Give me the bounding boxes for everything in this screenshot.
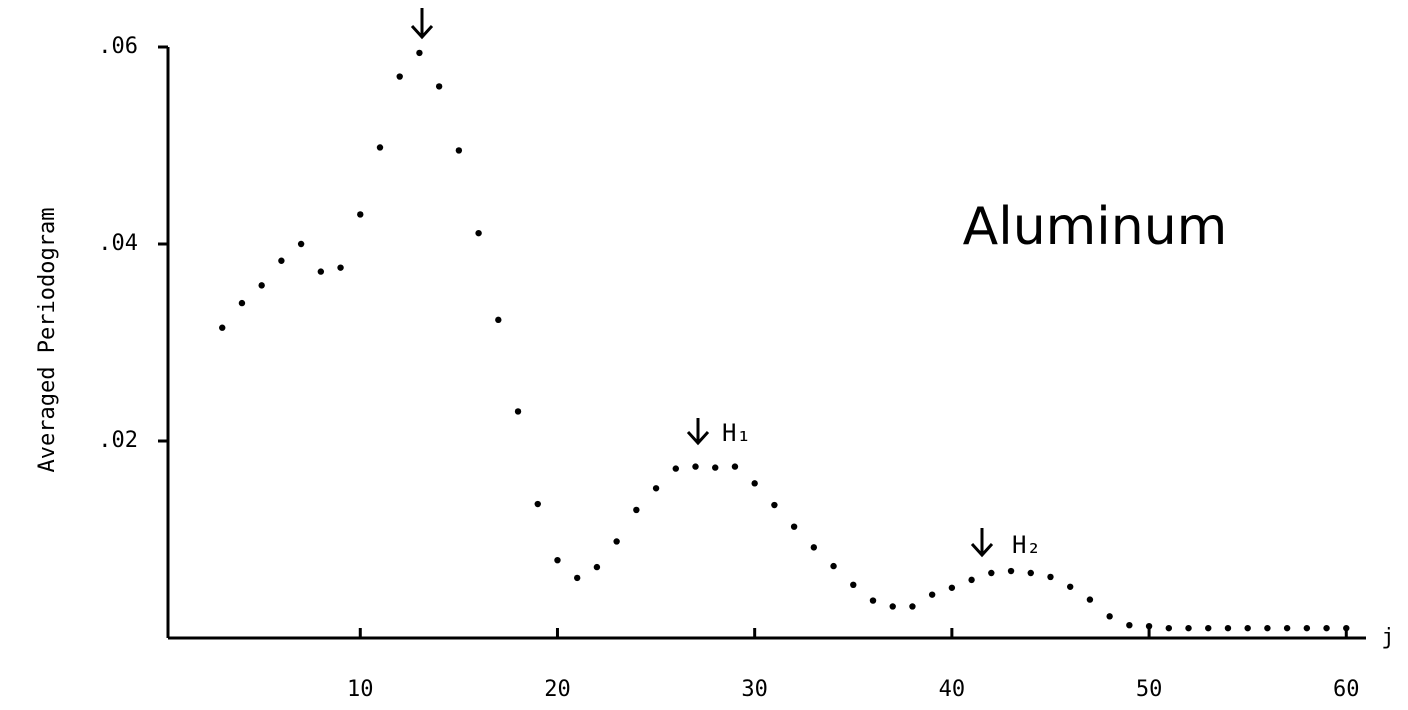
point <box>455 147 463 154</box>
x-tick-label: 60 <box>1333 677 1360 702</box>
point <box>1323 624 1330 632</box>
x-tick-label: 20 <box>544 677 571 702</box>
point <box>435 83 443 90</box>
x-tick-label: 40 <box>939 677 966 702</box>
point <box>889 603 896 610</box>
point <box>1165 624 1172 632</box>
point <box>1343 624 1350 632</box>
point <box>534 500 541 508</box>
point <box>337 264 344 271</box>
arrows <box>410 8 994 558</box>
point <box>712 464 719 471</box>
arrow <box>410 8 434 40</box>
point <box>790 523 798 530</box>
annotation: H₂ <box>1012 531 1041 559</box>
point <box>909 603 916 610</box>
point <box>613 538 620 545</box>
point <box>1244 624 1251 632</box>
y-axis-label: Averaged Periodogram <box>35 208 60 473</box>
point <box>1047 573 1054 581</box>
point <box>554 556 561 564</box>
point <box>317 268 325 275</box>
point <box>258 282 265 289</box>
point <box>1086 596 1094 603</box>
point <box>514 408 522 415</box>
x-tick-label: 30 <box>741 677 768 702</box>
point <box>948 584 956 591</box>
point <box>652 485 660 492</box>
x-tick-label: 50 <box>1136 677 1163 702</box>
point <box>869 597 877 604</box>
chart-title: Aluminum <box>963 197 1228 257</box>
point <box>928 591 936 598</box>
y-tick-label: .06 <box>98 34 138 59</box>
point <box>495 316 502 324</box>
y-tick-label: .04 <box>98 231 138 256</box>
point <box>830 562 837 570</box>
point <box>219 324 226 331</box>
point <box>988 569 995 577</box>
point <box>475 229 482 237</box>
point <box>573 574 581 582</box>
point <box>1264 624 1271 632</box>
point <box>1224 624 1232 632</box>
arrow <box>686 418 710 446</box>
point <box>968 576 975 584</box>
point <box>672 465 679 472</box>
point <box>376 144 384 151</box>
point <box>810 544 818 551</box>
point <box>751 480 758 487</box>
point <box>1145 622 1153 630</box>
point <box>1007 567 1015 575</box>
point <box>1283 624 1291 632</box>
point <box>396 73 403 80</box>
arrow <box>970 528 994 558</box>
annotation: H₁ <box>722 419 751 447</box>
point <box>692 463 699 470</box>
point <box>416 49 423 57</box>
point <box>297 240 305 248</box>
point <box>850 581 857 589</box>
point <box>1303 624 1311 632</box>
point <box>278 257 285 264</box>
point <box>238 299 246 307</box>
point <box>1205 624 1212 632</box>
point <box>1126 621 1133 629</box>
x-tick-label: 10 <box>347 677 374 702</box>
point <box>1027 569 1034 577</box>
point <box>1066 583 1074 590</box>
point <box>633 506 640 514</box>
point <box>357 211 364 218</box>
x-axis-label: j <box>1381 625 1394 650</box>
point <box>731 463 739 470</box>
point <box>771 501 778 509</box>
point <box>1106 613 1113 620</box>
y-tick-label: .02 <box>98 428 138 453</box>
point <box>1185 624 1192 632</box>
point <box>593 563 601 571</box>
